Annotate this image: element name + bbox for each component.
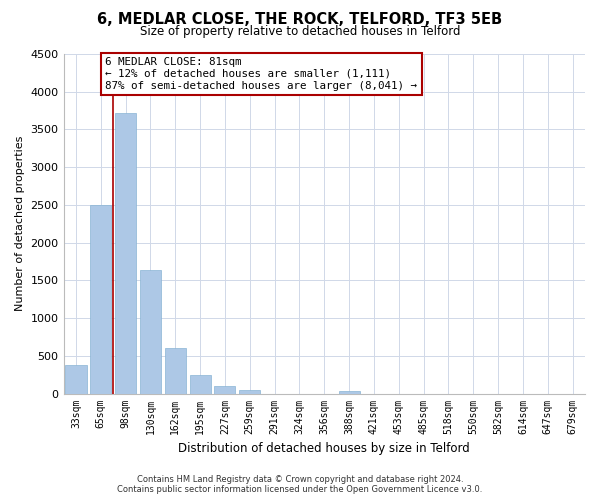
Bar (165, 348, 186, 394)
Text: Contains HM Land Registry data © Crown copyright and database right 2024.
Contai: Contains HM Land Registry data © Crown c… (118, 474, 482, 494)
Y-axis label: Number of detached properties: Number of detached properties (15, 136, 25, 312)
Bar (190, 376, 211, 394)
Bar (65, 365, 86, 394)
Text: 6, MEDLAR CLOSE, THE ROCK, TELFORD, TF3 5EB: 6, MEDLAR CLOSE, THE ROCK, TELFORD, TF3 … (97, 12, 503, 28)
Text: 6 MEDLAR CLOSE: 81sqm
← 12% of detached houses are smaller (1,111)
87% of semi-d: 6 MEDLAR CLOSE: 81sqm ← 12% of detached … (105, 58, 417, 90)
Text: Size of property relative to detached houses in Telford: Size of property relative to detached ho… (140, 25, 460, 38)
X-axis label: Distribution of detached houses by size in Telford: Distribution of detached houses by size … (178, 442, 470, 455)
Bar (140, 270, 161, 394)
Bar (214, 386, 235, 394)
Bar (239, 390, 260, 394)
Bar (338, 390, 359, 394)
Bar (115, 113, 136, 394)
Bar (90, 205, 112, 394)
